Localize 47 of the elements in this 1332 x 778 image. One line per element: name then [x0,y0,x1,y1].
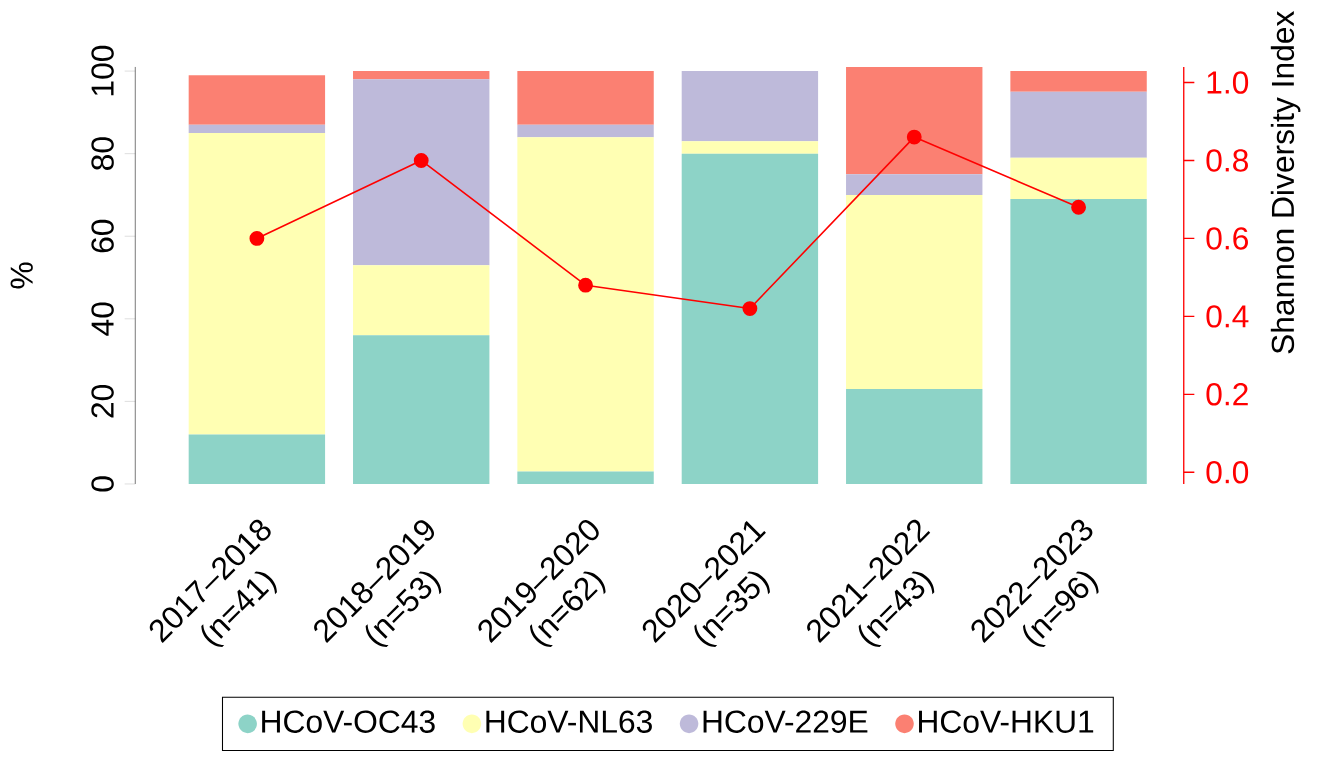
y2-tick-label: 0.2 [1206,383,1248,406]
point [742,301,758,317]
bar [1010,199,1147,485]
bar [188,434,326,485]
point [413,153,429,168]
y2-tick-label: 0.8 [1206,149,1248,172]
bar [517,471,654,485]
bar [188,124,326,134]
point [578,277,593,293]
legend-label: HCoV-OC43 [262,710,435,733]
bar [846,195,983,390]
bar [1010,91,1147,158]
bar [517,137,654,472]
y-tick-label: 100 [91,45,114,96]
y2-tick-label: 0.0 [1206,461,1249,484]
bar [353,335,490,485]
y2-axis-title: Shannon Diversity Index [1270,11,1301,354]
bar [353,265,490,336]
bar [846,389,983,485]
legend-label: HCoV-229E [703,710,868,733]
y2-tick-label: 1.0 [1207,71,1249,94]
bar [681,141,819,154]
y-tick-label: 60 [91,219,114,253]
bar [1010,157,1147,200]
bar [517,71,654,125]
y-axis-title: % [10,262,33,289]
bar [188,75,326,125]
point [1071,199,1086,215]
y2-tick-label: 0.4 [1206,305,1249,328]
y2-tick-label: 0.6 [1206,227,1248,250]
y-tick-label: 80 [91,137,114,171]
bar [353,71,490,80]
point [906,129,922,145]
y-tick-label: 20 [91,385,114,418]
bar [681,71,819,142]
bar [517,124,654,138]
point [249,231,265,246]
bar [188,133,326,435]
bar [1010,71,1147,92]
y-tick-label: 40 [91,302,114,336]
bar [846,67,983,175]
legend-label: HCoV-NL63 [486,710,652,733]
bar [353,79,490,266]
bar [681,153,819,485]
bar [846,174,983,196]
y-tick-label: 0 [91,476,114,492]
legend-label: HCoV-HKU1 [919,710,1094,733]
